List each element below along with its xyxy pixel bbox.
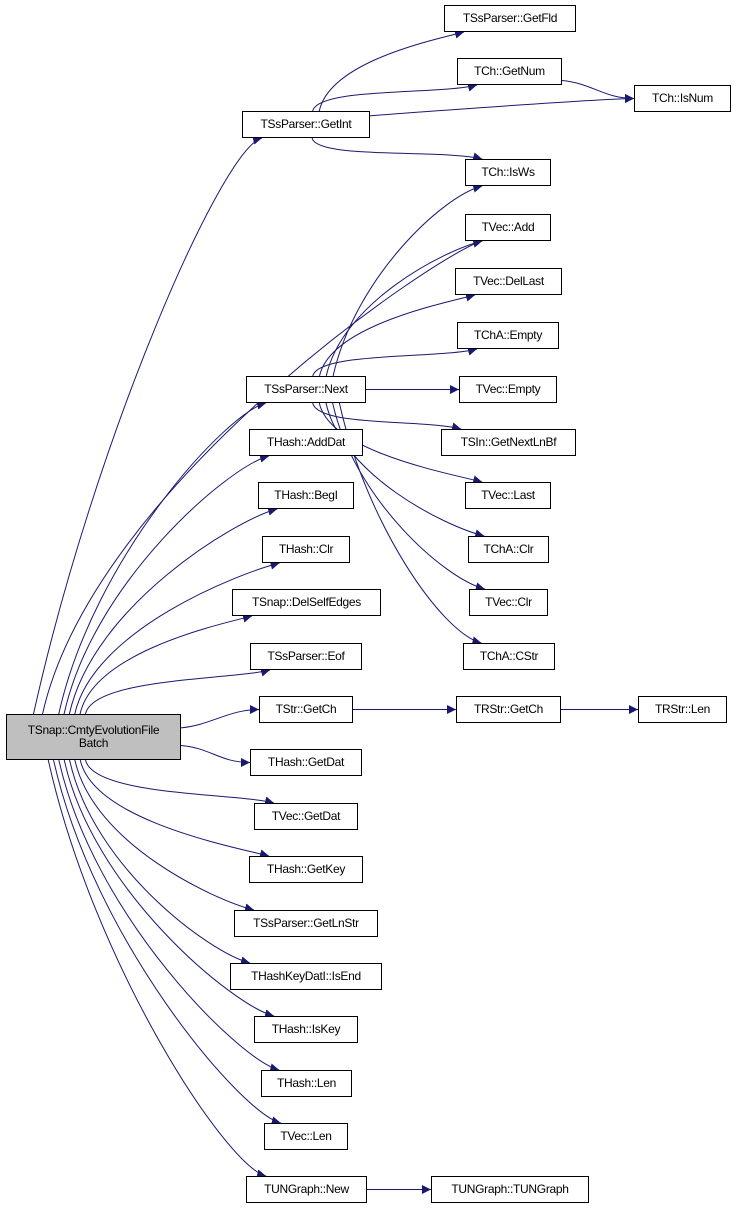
edge-root-to-hlen — [58, 759, 280, 1073]
node-rstrlen[interactable]: TRStr::Len — [638, 696, 727, 723]
edge-root-to-isend — [69, 759, 251, 966]
edge-root-to-adddat — [63, 453, 270, 715]
node-isend[interactable]: THashKeyDatI::IsEnd — [230, 963, 382, 990]
node-adddat[interactable]: THash::AddDat — [249, 429, 363, 456]
node-cstr[interactable]: TChA::CStr — [463, 643, 555, 670]
edge-root-to-vgetdat — [85, 759, 275, 806]
edge-root-to-delself — [79, 613, 253, 715]
edge-next-to-dellast — [319, 292, 476, 377]
node-getfld[interactable]: TSsParser::GetFld — [444, 5, 576, 32]
edge-root-to-eof — [84, 667, 271, 715]
node-vempty[interactable]: TVec::Empty — [459, 376, 557, 403]
edge-getint-to-getnum — [312, 82, 478, 112]
edge-root-to-hgetdat — [180, 745, 251, 767]
edge-root-to-hclr — [74, 560, 280, 715]
edge-root-to-strgetch — [180, 705, 260, 729]
node-dellast[interactable]: TVec::DelLast — [455, 268, 562, 295]
edge-next-to-last — [318, 402, 483, 485]
node-delself[interactable]: TSnap::DelSelfEdges — [232, 589, 381, 616]
edge-next-to-chaclr — [325, 402, 485, 539]
node-isws[interactable]: TCh::IsWs — [465, 159, 551, 186]
node-eof[interactable]: TSsParser::Eof — [250, 643, 362, 670]
edge-root-to-getint — [33, 135, 263, 715]
node-getnum[interactable]: TCh::GetNum — [457, 58, 562, 85]
edge-next-to-chaempty — [312, 346, 478, 377]
node-getint[interactable]: TSsParser::GetInt — [242, 111, 370, 138]
node-chaempty[interactable]: TChA::Empty — [457, 322, 559, 349]
node-hlen[interactable]: THash::Len — [261, 1070, 352, 1097]
node-iskey[interactable]: THash::IsKey — [254, 1016, 358, 1043]
edge-getint-to-isws — [311, 137, 483, 162]
node-add[interactable]: TVec::Add — [465, 214, 551, 241]
node-tungraph[interactable]: TUNGraph::TUNGraph — [431, 1176, 589, 1203]
node-vclr[interactable]: TVec::Clr — [469, 589, 548, 616]
edge-root-to-new — [47, 759, 267, 1179]
node-new[interactable]: TUNGraph::New — [246, 1176, 367, 1203]
edge-next-to-isws — [332, 183, 483, 377]
node-isnum[interactable]: TCh::IsNum — [634, 85, 731, 112]
node-hclr[interactable]: THash::Clr — [262, 536, 350, 563]
edge-root-to-getlnstr — [74, 759, 255, 913]
edge-getint-to-isnum — [369, 94, 635, 117]
node-vlen[interactable]: TVec::Len — [264, 1123, 348, 1150]
node-begi[interactable]: THash::BegI — [258, 482, 354, 509]
node-hgetdat[interactable]: THash::GetDat — [250, 749, 362, 776]
node-last[interactable]: TVec::Last — [465, 482, 551, 509]
node-vgetdat[interactable]: TVec::GetDat — [254, 803, 358, 830]
edge-root-to-next — [58, 400, 267, 715]
edge-root-to-iskey — [63, 759, 275, 1019]
edge-root-to-getkey — [79, 759, 270, 859]
node-root[interactable]: TSnap::CmtyEvolutionFile Batch — [6, 714, 181, 760]
node-next[interactable]: TSsParser::Next — [246, 376, 366, 403]
node-rstrgetch[interactable]: TRStr::GetCh — [456, 696, 561, 723]
edge-getint-to-getfld — [318, 29, 465, 112]
node-getkey[interactable]: THash::GetKey — [249, 856, 363, 883]
edge-next-to-getnextlnbf — [312, 402, 462, 432]
node-chaclr[interactable]: TChA::Clr — [468, 536, 549, 563]
edge-root-to-begi — [68, 506, 278, 715]
edge-root-to-vlen — [53, 759, 281, 1126]
edge-getnum-to-isnum — [561, 80, 635, 103]
node-strgetch[interactable]: TStr::GetCh — [259, 696, 353, 723]
node-getlnstr[interactable]: TSsParser::GetLnStr — [234, 910, 378, 937]
node-getnextlnbf[interactable]: TSIn::GetNextLnBf — [441, 429, 576, 456]
